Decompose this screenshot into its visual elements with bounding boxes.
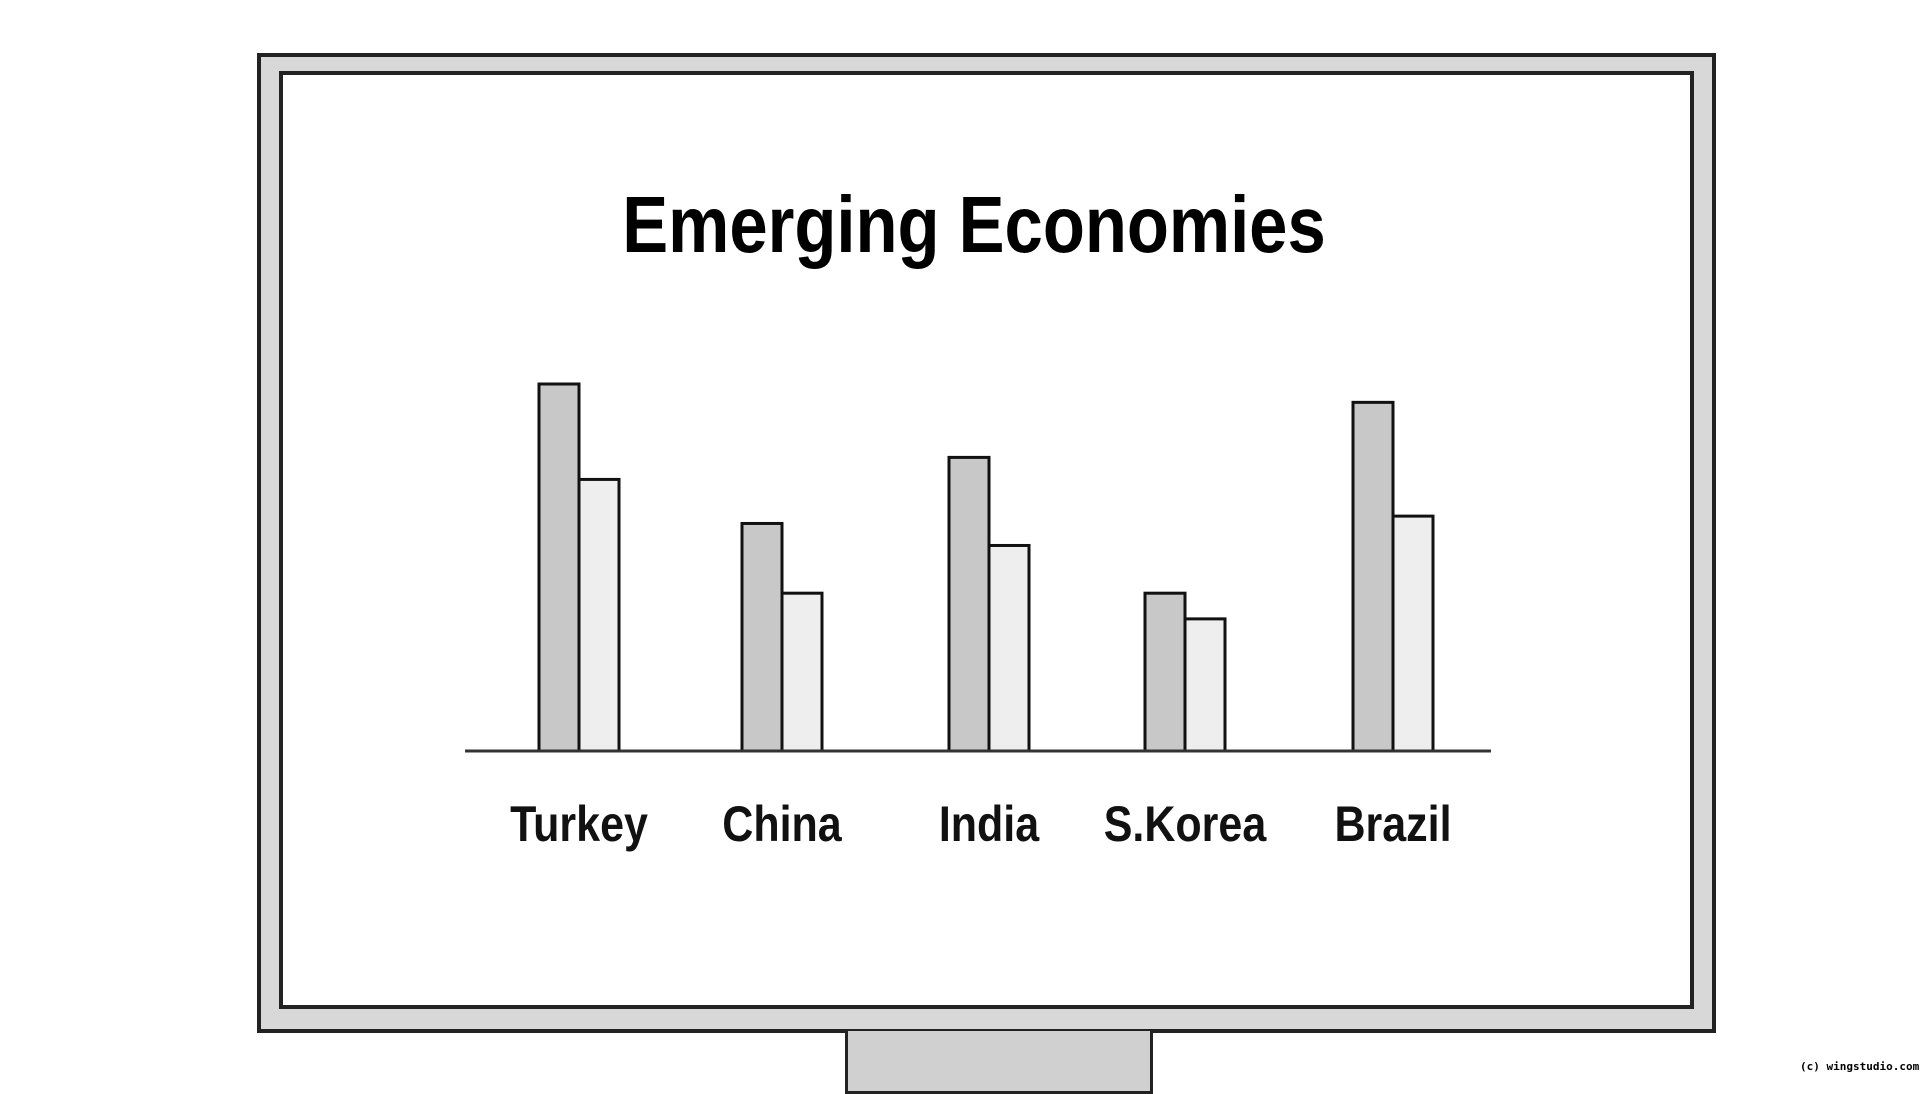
category-label: S.Korea — [1104, 796, 1267, 852]
category-label: Turkey — [510, 796, 648, 852]
category-label: China — [722, 796, 842, 852]
bar-brazil-series-2 — [1391, 514, 1435, 753]
bar-turkey-series-2 — [577, 477, 621, 753]
category-label: India — [939, 796, 1040, 852]
copyright-text: (c) wingstudio.com — [1800, 1060, 1920, 1073]
bar-turkey-series-1 — [537, 382, 581, 753]
bar-skorea-series-1 — [1143, 591, 1187, 753]
bar-brazil-series-1 — [1351, 400, 1395, 753]
bar-china-series-2 — [780, 591, 824, 753]
bar-skorea-series-2 — [1183, 617, 1227, 753]
bar-india-series-2 — [987, 543, 1031, 753]
category-label: Brazil — [1334, 796, 1451, 852]
chart-title: Emerging Economies — [622, 179, 1325, 269]
bar-india-series-1 — [947, 455, 991, 753]
bar-china-series-1 — [740, 521, 784, 753]
